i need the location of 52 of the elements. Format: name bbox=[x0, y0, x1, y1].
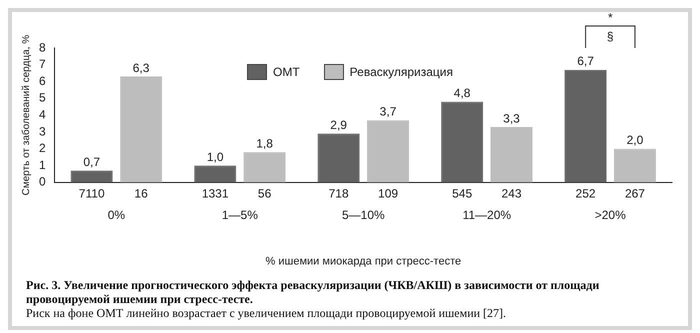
data-label: 6,7 bbox=[577, 54, 594, 68]
text: § bbox=[606, 29, 614, 44]
x-axis-title: % ишемии миокарда при стресс-тесте bbox=[266, 255, 462, 268]
y-axis-title: Смерть от заболеваний сердца, % bbox=[20, 34, 32, 196]
annotation: 252 bbox=[576, 186, 596, 201]
data-label: 2,9 bbox=[330, 118, 348, 132]
annotation: 718 bbox=[328, 186, 349, 201]
annotation: 545 bbox=[452, 186, 472, 201]
annotation: 7110 bbox=[78, 186, 105, 201]
annotation: 243 bbox=[501, 186, 522, 201]
bar bbox=[120, 76, 162, 182]
bar bbox=[614, 148, 656, 182]
text: Рис. 3. Увеличение прогностического эффекта реваскуляризации (ЧКВ/АКШ) в зависимости от площади провоцируемой ишемии при стресс-тесте. bbox=[26, 278, 600, 306]
bar bbox=[490, 126, 532, 182]
data-label: 1,8 bbox=[256, 136, 274, 150]
data-label: 4,8 bbox=[454, 86, 471, 100]
legend-label: Реваскуляризация bbox=[350, 65, 453, 79]
bar bbox=[194, 166, 236, 182]
x-tick-label: >20% bbox=[594, 208, 626, 222]
bar bbox=[244, 152, 286, 182]
x-tick-label: 0% bbox=[108, 208, 126, 222]
x-tick-label: 11—20% bbox=[462, 208, 512, 222]
y-tick-label: 3 bbox=[38, 124, 46, 138]
data-label: 0,7 bbox=[83, 154, 100, 169]
data-label: 3,7 bbox=[380, 104, 397, 119]
y-tick-label: 0 bbox=[38, 174, 46, 189]
y-tick-label: 2 bbox=[38, 141, 46, 156]
annotation: 16 bbox=[134, 186, 148, 201]
annotation: 109 bbox=[378, 186, 398, 201]
data-label: 3,3 bbox=[503, 111, 520, 126]
bar bbox=[70, 170, 113, 182]
text: * bbox=[608, 10, 613, 24]
annotation: 267 bbox=[624, 186, 646, 201]
x-tick-label: 1—5% bbox=[222, 208, 258, 222]
text: Риск на фоне ОМТ линейно возрастает с увеличением площади провоцируемой ишемии [27]. bbox=[26, 306, 508, 320]
data-label: 1,0 bbox=[206, 150, 224, 164]
y-tick-label: 8 bbox=[38, 40, 46, 54]
annotation: 1331 bbox=[202, 186, 229, 201]
y-tick-label: 5 bbox=[38, 90, 46, 105]
bar bbox=[441, 102, 484, 182]
x-tick-label: 5—10% bbox=[342, 208, 386, 222]
y-tick-label: 1 bbox=[38, 158, 46, 172]
y-tick-label: 6 bbox=[38, 74, 46, 88]
data-label: 6,3 bbox=[132, 60, 150, 75]
y-tick-label: 7 bbox=[38, 57, 46, 72]
legend-label: ОМТ bbox=[273, 65, 300, 79]
bar bbox=[367, 120, 410, 182]
bar bbox=[318, 134, 360, 182]
data-label: 2,0 bbox=[626, 133, 644, 148]
annotation: 56 bbox=[258, 186, 272, 201]
y-tick-label: 4 bbox=[38, 108, 46, 122]
bar bbox=[564, 70, 607, 182]
